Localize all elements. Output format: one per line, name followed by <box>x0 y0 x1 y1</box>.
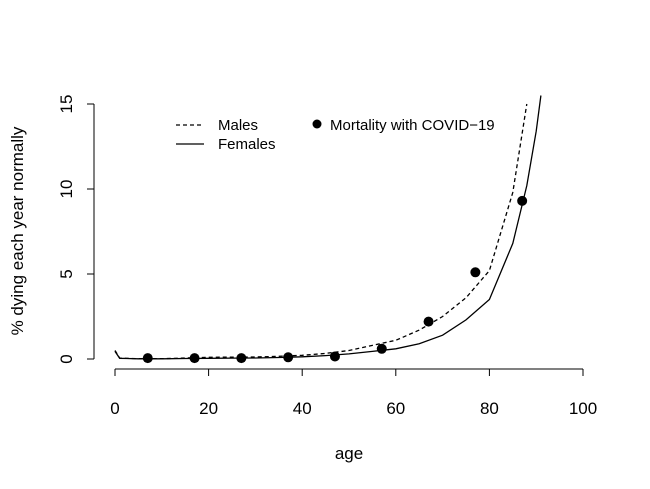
x-tick-label: 60 <box>386 399 405 418</box>
x-tick-label: 20 <box>199 399 218 418</box>
covid-point <box>470 267 481 278</box>
males-line <box>114 103 528 360</box>
y-tick-label: 5 <box>57 269 76 278</box>
covid-point <box>423 316 434 327</box>
x-tick-label: 80 <box>480 399 499 418</box>
legend-covid-label: Mortality with COVID−19 <box>330 117 495 134</box>
legend-males-label: Males <box>218 117 258 134</box>
covid-point <box>142 353 153 364</box>
covid-point <box>236 353 247 364</box>
y-tick-label: 10 <box>57 180 76 199</box>
legend-covid-swatch <box>312 119 322 129</box>
legend: Males Females Mortality with COVID−19 <box>176 117 495 153</box>
y-axis-label: % dying each year normally <box>8 126 27 335</box>
x-tick-label: 0 <box>110 399 119 418</box>
x-axis-label: age <box>335 444 363 463</box>
x-tick-label: 100 <box>569 399 597 418</box>
y-tick-label: 0 <box>57 354 76 363</box>
legend-females-label: Females <box>218 136 276 153</box>
covid-point <box>329 351 340 362</box>
females-line <box>114 95 542 360</box>
y-tick-label: 15 <box>57 95 76 114</box>
covid-point <box>283 352 294 363</box>
x-tick-label: 40 <box>293 399 312 418</box>
covid-point <box>189 353 200 364</box>
covid-point <box>517 195 528 206</box>
covid-point <box>376 343 387 354</box>
